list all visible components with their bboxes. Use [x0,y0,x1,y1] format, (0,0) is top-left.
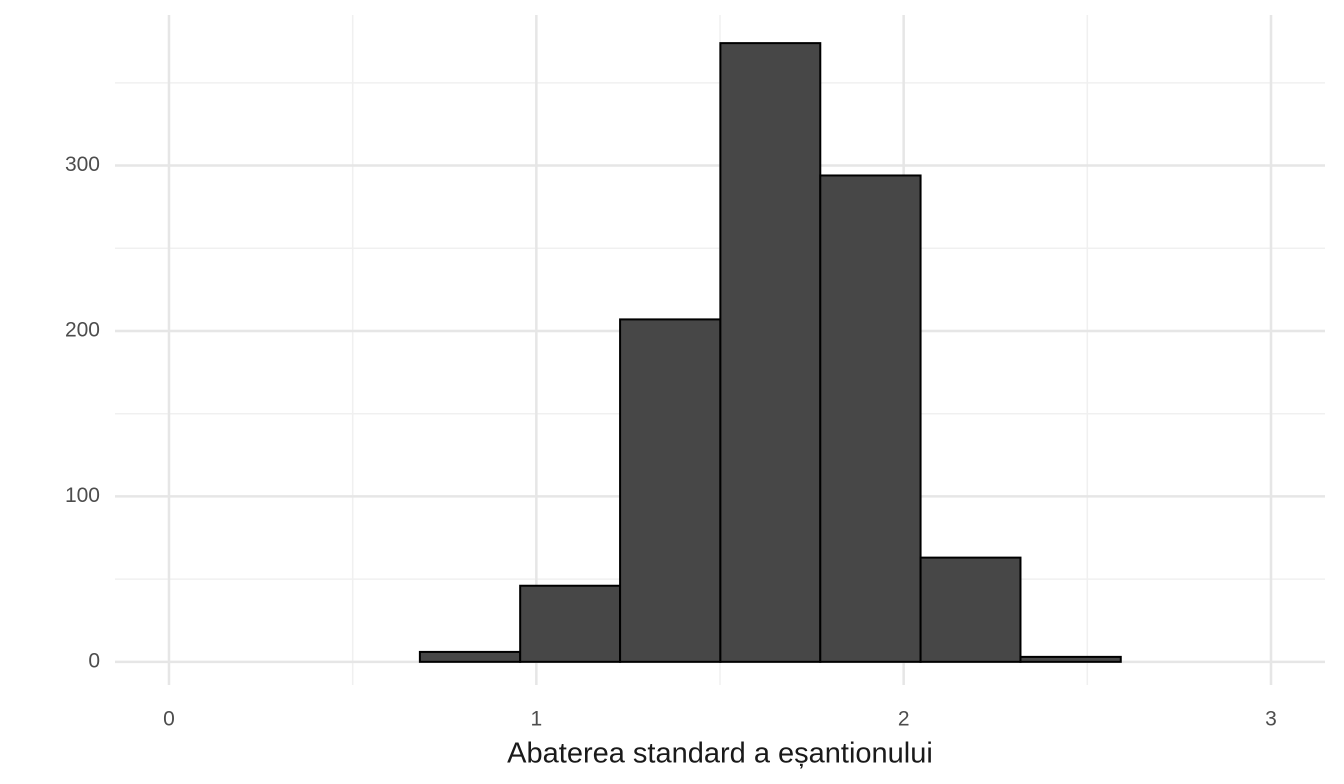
bar [418,650,522,663]
y-tick-label: 100 [65,484,100,507]
bar [519,584,622,663]
x-tick-label: 0 [163,708,175,731]
x-tick-label: 3 [1265,708,1277,731]
y-tick-label: 200 [65,319,100,342]
y-tick-label: 0 [88,649,100,672]
x-tick-label: 2 [898,708,910,731]
bar [719,42,822,663]
bar [1019,655,1122,663]
y-tick-label: 300 [65,153,100,176]
bar [619,318,722,663]
x-tick-label: 1 [530,708,542,731]
bar [819,174,922,663]
bar [919,556,1022,663]
x-axis-title: Abaterea standard a eșantionului [507,738,933,770]
